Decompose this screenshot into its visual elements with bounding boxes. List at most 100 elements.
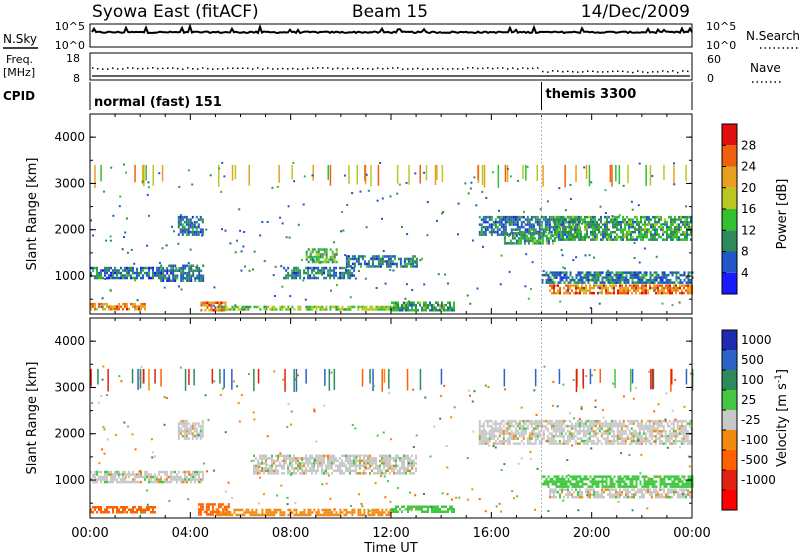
power-cell (689, 281, 692, 284)
velocity-cell (303, 469, 305, 473)
power-cell (106, 266, 108, 270)
power-cell (114, 269, 116, 272)
power-cell (515, 239, 518, 243)
velocity-cell (522, 434, 525, 438)
power-cell (393, 257, 396, 261)
power-cell (646, 235, 648, 239)
power-cell (636, 238, 638, 241)
power-cell (613, 273, 616, 277)
velocity-cell (413, 462, 415, 465)
velocity-cell (271, 454, 273, 458)
power-cell (516, 220, 519, 224)
velocity-cell (321, 469, 323, 473)
power-cell (283, 276, 286, 280)
range-streak (377, 164, 380, 186)
power-cell (553, 286, 555, 290)
power-cell (626, 238, 628, 241)
velocity-cell (574, 439, 577, 443)
velocity-cell (126, 480, 128, 484)
power-cell (389, 260, 392, 263)
power-cell (395, 262, 398, 266)
power-cell (490, 228, 493, 231)
nave-point (577, 71, 579, 73)
velocity-cell (401, 510, 403, 513)
power-cell (279, 308, 282, 311)
power-cell (371, 308, 374, 311)
scatter-point (485, 196, 488, 199)
nsearch-tick-low: 10^0 (706, 39, 736, 52)
velocity-cell (200, 480, 202, 484)
power-cell (575, 284, 577, 287)
power-cell (551, 281, 554, 284)
power-cell (535, 239, 538, 243)
power-cell (626, 233, 628, 236)
velocity-cell (405, 467, 407, 470)
velocity-cell (265, 467, 267, 470)
velocity-cell (176, 478, 178, 481)
power-cell (644, 235, 646, 239)
power-cell (566, 235, 568, 239)
velocity-cell (253, 464, 255, 468)
power-cell (225, 305, 228, 309)
velocity-cell (570, 434, 573, 438)
power-cell (587, 271, 590, 274)
nave-point (262, 68, 264, 70)
power-cell (486, 225, 489, 229)
velocity-cell (181, 422, 184, 425)
power-cell (237, 308, 240, 311)
power-cell (634, 238, 636, 241)
power-cell (323, 271, 326, 275)
velocity-cell (279, 464, 281, 468)
power-cell (665, 281, 668, 284)
scatter-point (608, 234, 611, 236)
velocity-cell (594, 429, 597, 433)
velocity-cell (576, 424, 579, 428)
velocity-cell (295, 513, 298, 517)
power-cell (554, 220, 556, 224)
velocity-cell (636, 422, 639, 425)
velocity-cell (478, 434, 481, 438)
power-cell (156, 269, 158, 272)
velocity-cell (599, 475, 602, 478)
velocity-cell (636, 432, 639, 435)
power-cell (561, 271, 564, 274)
velocity-cell (381, 457, 383, 460)
velocity-cell (566, 439, 569, 443)
power-cell (120, 274, 122, 277)
power-cell (323, 308, 326, 311)
velocity-cell (255, 457, 257, 460)
power-cell (606, 235, 608, 239)
velocity-cell (596, 422, 599, 425)
velocity-cell (407, 510, 409, 513)
power-cell (639, 286, 641, 290)
power-cell (399, 262, 402, 266)
velocity-cell (323, 513, 326, 517)
velocity-cell (106, 473, 108, 476)
power-cell (633, 289, 635, 292)
velocity-cell (617, 482, 620, 486)
velocity-cell (367, 454, 369, 458)
velocity-cell (166, 475, 168, 479)
power-cell (690, 215, 692, 219)
power-cell (187, 220, 190, 224)
nave-point (447, 68, 449, 70)
power-cell (669, 281, 672, 284)
power-cell (194, 269, 197, 272)
velocity-cell (265, 454, 267, 458)
velocity-cell (648, 422, 651, 425)
velocity-cell (393, 467, 395, 470)
velocity-cell (377, 464, 379, 468)
power-cell (526, 220, 529, 224)
scatter-point (121, 248, 124, 251)
velocity-cell (556, 422, 559, 425)
power-cell (198, 277, 201, 280)
power-cell (311, 308, 314, 311)
velocity-cell (498, 442, 501, 445)
velocity-cell (512, 424, 515, 428)
power-cell (377, 305, 380, 309)
power-cell (361, 257, 364, 261)
velocity-cell (603, 485, 606, 488)
power-cell (193, 233, 196, 236)
power-cell (309, 308, 312, 311)
power-cell (635, 289, 637, 292)
